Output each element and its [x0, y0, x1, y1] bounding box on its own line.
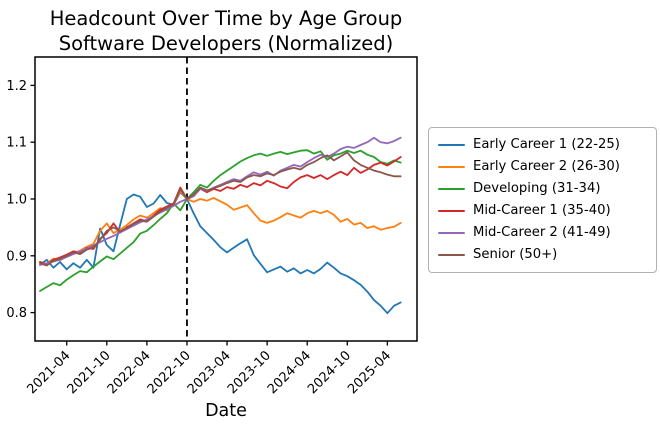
series-line-3 — [39, 149, 402, 292]
series-line-5 — [39, 136, 402, 266]
legend-label: Mid-Career 2 (41-49) — [473, 225, 611, 241]
chart-title: Headcount Over Time by Age Group — [49, 7, 403, 30]
series-line-1 — [39, 191, 402, 315]
legend-label: Early Career 1 (22-25) — [473, 137, 620, 152]
chart-subtitle: Software Developers (Normalized) — [58, 32, 394, 55]
y-tick-label: 0.8 — [6, 306, 27, 321]
legend-swatch — [438, 187, 465, 190]
x-tick-label: 2021-04 — [25, 348, 74, 397]
legend-label: Developing (31-34) — [473, 181, 601, 197]
y-tick-label: 1.1 — [6, 136, 27, 151]
x-tick-label: 2022-10 — [145, 348, 194, 397]
legend-item: Early Career 1 (22-25) — [438, 135, 648, 155]
legend-swatch — [438, 232, 465, 235]
legend-item: Developing (31-34) — [438, 179, 648, 199]
legend-swatch — [438, 165, 465, 168]
legend: Early Career 1 (22-25) Early Career 2 (26… — [428, 127, 657, 273]
legend-swatch — [438, 254, 465, 257]
plot-border — [34, 56, 418, 342]
legend-label: Mid-Career 1 (35-40) — [473, 203, 611, 219]
x-tick-label: 2025-04 — [345, 348, 394, 397]
series-line-2 — [39, 190, 402, 265]
y-tick-label: 1.0 — [6, 193, 27, 208]
x-tick-label: 2024-10 — [305, 348, 354, 397]
x-tick-label: 2023-10 — [225, 348, 274, 397]
legend-item: Mid-Career 2 (41-49) — [438, 223, 648, 243]
x-tick-label: 2021-10 — [65, 348, 114, 397]
y-tick-label: 0.9 — [6, 249, 27, 264]
legend-label: Early Career 2 (26-30) — [473, 159, 620, 175]
series-line-6 — [39, 151, 402, 267]
legend-list: Early Career 1 (22-25) Early Career 2 (26… — [438, 135, 648, 265]
x-tick-label: 2023-04 — [185, 348, 234, 397]
legend-item: Mid-Career 1 (35-40) — [438, 201, 648, 221]
legend-item: Early Career 2 (26-30) — [438, 157, 648, 177]
x-tick-label: 2022-04 — [105, 348, 154, 397]
y-tick-label: 1.2 — [6, 79, 27, 94]
x-axis-label: Date — [205, 401, 247, 421]
legend-item: Senior (50+) — [438, 245, 648, 265]
legend-label: Senior (50+) — [473, 247, 558, 263]
legend-swatch — [438, 210, 465, 213]
legend-swatch — [438, 143, 465, 146]
x-tick-label: 2024-04 — [265, 348, 314, 397]
